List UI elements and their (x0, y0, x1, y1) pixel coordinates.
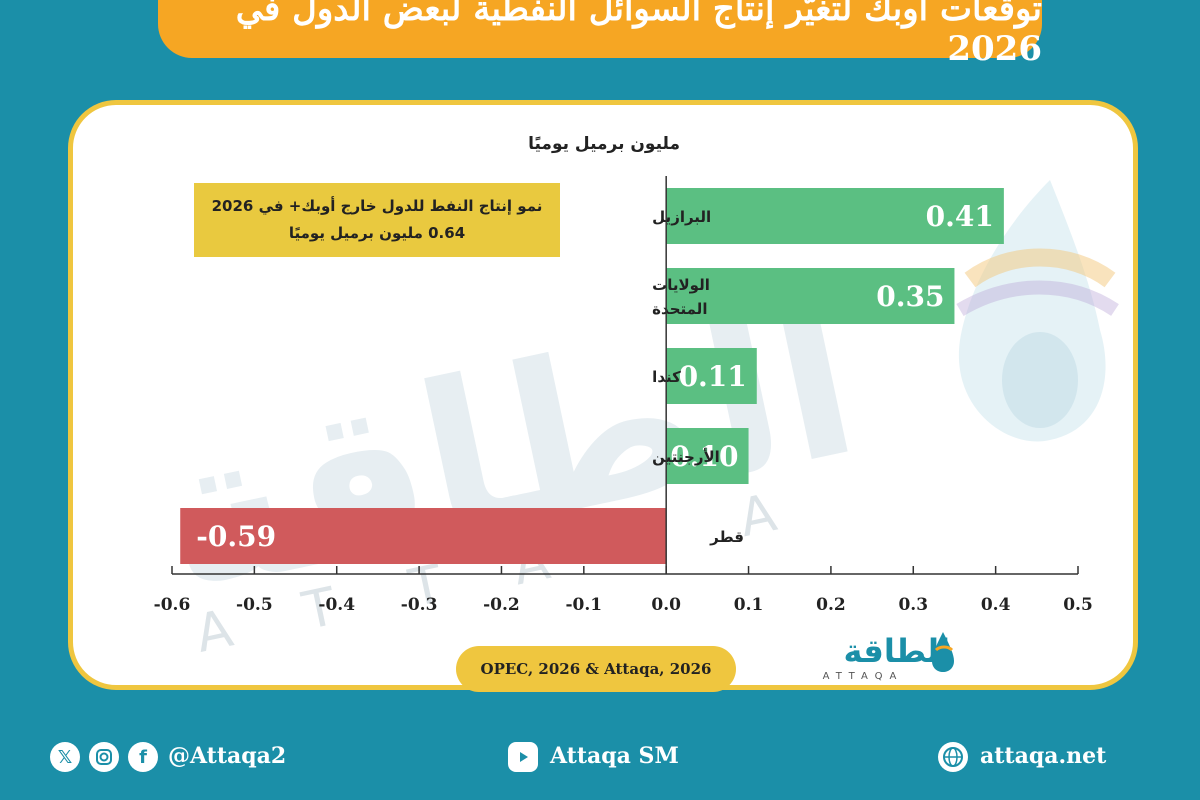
bar (666, 188, 1004, 244)
source-pill: OPEC, 2026 & Attaqa, 2026 (456, 646, 736, 692)
x-tick-label: 0.4 (981, 595, 1011, 615)
data-label: 0.41 (926, 200, 994, 233)
bar (666, 428, 749, 484)
facebook-icon[interactable]: f (128, 742, 158, 772)
data-label: -0.59 (196, 520, 276, 553)
note-box: نمو إنتاج النفط للدول خارج أوبك+ في 2026… (194, 183, 560, 257)
x-tick-label: -0.5 (236, 595, 273, 615)
website-link[interactable]: attaqa.net (980, 743, 1107, 769)
bar (180, 508, 667, 564)
globe-icon[interactable] (938, 742, 968, 772)
x-tick-label: 0.5 (1063, 595, 1093, 615)
category-label: قطر (709, 528, 744, 546)
category-label: المتحدة (652, 300, 707, 318)
instagram-icon[interactable] (89, 742, 119, 772)
category-label: البرازيل (652, 208, 711, 226)
x-tick-label: 0.1 (734, 595, 764, 615)
x-tick-label: -0.3 (401, 595, 438, 615)
note-line-2: 0.64 مليون برميل يوميًا (288, 224, 466, 242)
logo-drop-icon (932, 632, 954, 672)
data-label: 0.35 (876, 280, 944, 313)
data-label: 0.11 (679, 360, 747, 393)
oil-drop-decoration-icon (956, 180, 1119, 442)
social-handle[interactable]: @Attaqa2 (168, 743, 287, 769)
x-tick-label: 0.3 (898, 595, 928, 615)
bar (666, 268, 955, 324)
bar (666, 348, 757, 404)
chart-title: توقعات أوبك لتغيّر إنتاج السوائل النفطية… (235, 0, 1042, 69)
unit-label: مليون برميل يوميًا (528, 134, 680, 154)
youtube-icon[interactable] (508, 742, 538, 772)
x-tick-label: -0.6 (154, 595, 191, 615)
note-line-1: نمو إنتاج النفط للدول خارج أوبك+ في 2026 (211, 197, 543, 215)
youtube-channel[interactable]: Attaqa SM (550, 743, 679, 769)
category-label: الولايات (652, 276, 710, 294)
x-tick-label: 0.2 (816, 595, 846, 615)
x-icon[interactable]: 𝕏 (50, 742, 80, 772)
data-label: 0.10 (670, 440, 738, 473)
title-banner: توقعات أوبك لتغيّر إنتاج السوائل النفطية… (158, 0, 1042, 69)
source-text: OPEC, 2026 & Attaqa, 2026 (480, 660, 712, 678)
logo-arabic: الطاقة (843, 632, 950, 670)
x-tick-label: 0.0 (651, 595, 681, 615)
x-tick-label: -0.2 (483, 595, 520, 615)
logo-latin: ATTAQA (822, 671, 904, 682)
x-tick-label: -0.4 (318, 595, 355, 615)
category-label: الأرجنتين (652, 448, 720, 466)
footer: 𝕏 f @Attaqa2 Attaqa SM attaqa.net (0, 720, 1200, 800)
x-tick-label: -0.1 (565, 595, 602, 615)
